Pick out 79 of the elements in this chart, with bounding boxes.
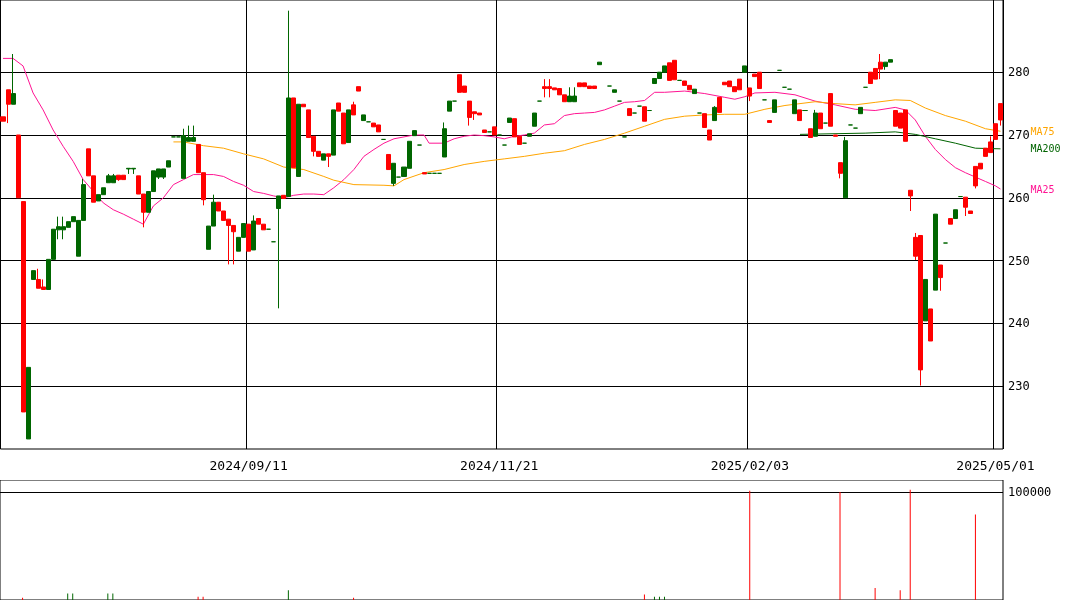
candlestick — [361, 114, 366, 122]
x-tick-label: 2025/05/01 — [956, 458, 1035, 473]
text: MA200 — [1030, 143, 1061, 155]
candlestick — [828, 93, 833, 127]
candlestick — [702, 113, 707, 128]
candlestick — [246, 223, 251, 252]
y-tick-label: 270 — [1008, 128, 1030, 143]
candlestick — [532, 112, 537, 127]
candlestick — [792, 99, 797, 115]
candlestick — [351, 101, 356, 116]
line-series — [2, 57, 1001, 225]
candlestick — [331, 109, 336, 156]
candlestick — [818, 112, 823, 130]
candlestick — [772, 99, 777, 113]
candlestick — [938, 264, 943, 292]
candlestick — [281, 194, 286, 199]
candlestick — [627, 108, 632, 117]
candlestick — [933, 213, 938, 291]
candlestick — [692, 88, 697, 95]
candlestick — [251, 214, 256, 251]
text: MA25 — [1030, 183, 1055, 195]
x-tick-label: 2025/02/03 — [710, 458, 790, 473]
candlestick — [833, 134, 838, 137]
candlestick — [843, 136, 848, 199]
candlestick — [712, 105, 717, 122]
y-tick-label: 280 — [1008, 65, 1030, 80]
candlestick — [717, 96, 722, 113]
candlestick — [742, 65, 747, 73]
candlestick — [923, 278, 928, 322]
candlestick — [612, 89, 617, 93]
candlestick — [442, 121, 447, 158]
candlestick — [963, 196, 968, 217]
candlestick — [326, 153, 331, 168]
y-tick-label: 260 — [1008, 190, 1030, 205]
candlestick — [21, 201, 26, 413]
candlestick — [968, 210, 973, 215]
candlestick — [276, 195, 281, 309]
x-tick-label: 2024/11/21 — [460, 458, 539, 473]
candlestick — [16, 134, 21, 199]
candlestick — [166, 160, 171, 168]
candlestick — [482, 129, 487, 133]
candlestick — [336, 102, 341, 112]
candlestick — [747, 87, 752, 102]
candlestick — [422, 172, 427, 175]
y-tick-label: 240 — [1008, 316, 1030, 331]
y-tick-label: 100000 — [1008, 484, 1052, 499]
candlestick — [507, 117, 512, 123]
y-tick-label: 250 — [1008, 253, 1030, 268]
candlestick — [346, 109, 351, 144]
candlestick — [291, 97, 296, 169]
candlestick — [767, 120, 772, 123]
candlestick — [993, 123, 998, 140]
line-series — [172, 99, 1001, 187]
candlestick — [412, 130, 417, 137]
candlestick — [908, 189, 913, 212]
candlestick — [858, 106, 863, 115]
x-tick-label: 2024/09/11 — [209, 458, 288, 473]
candlestick — [321, 153, 326, 161]
text: MA75 — [1030, 125, 1055, 137]
candlestick — [11, 53, 16, 105]
candlestick — [286, 10, 291, 198]
candlestick — [808, 128, 813, 139]
candlestick — [642, 106, 647, 122]
candlestick — [998, 103, 1003, 127]
candlestick — [928, 308, 933, 342]
candlestick — [797, 109, 802, 122]
candlestick — [707, 129, 712, 141]
candlestick — [527, 133, 532, 137]
candlestick — [26, 366, 31, 440]
candlestick — [386, 153, 391, 171]
candlestick — [356, 86, 361, 92]
candlestick — [953, 209, 958, 220]
candlestick — [341, 112, 346, 145]
candlestick — [31, 270, 36, 280]
candlestick — [948, 218, 953, 225]
candlestick — [492, 126, 497, 136]
candlestick — [296, 103, 301, 177]
y-tick-label: 230 — [1008, 379, 1030, 394]
candlestick — [838, 162, 843, 179]
